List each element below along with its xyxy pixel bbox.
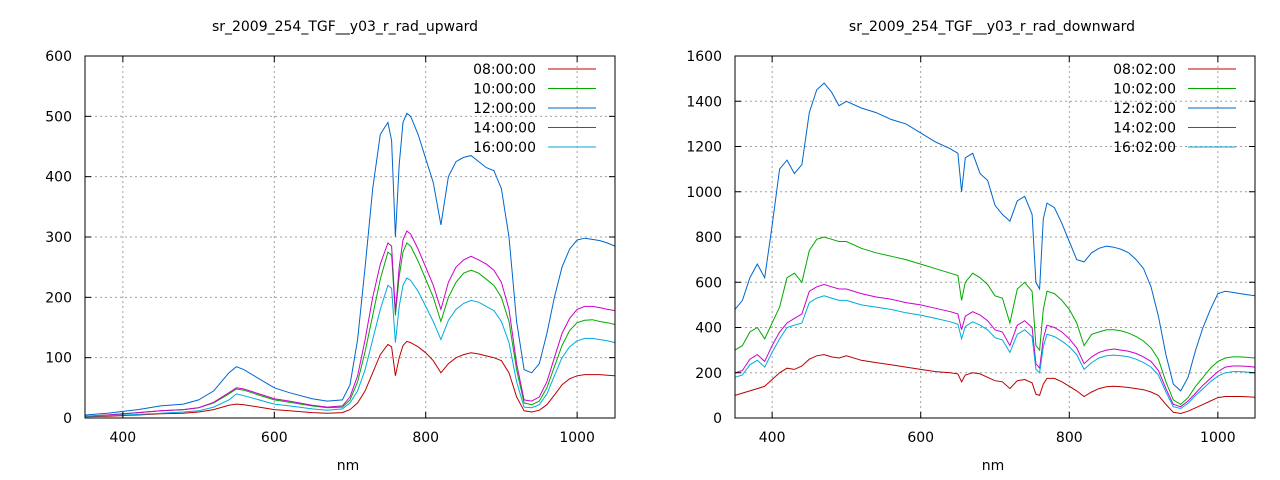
series-line-16:00:00 — [84, 277, 616, 417]
chart-panel-1: sr_2009_254_TGF__y03_r_rad_upward 400 600 8… — [45, 19, 616, 474]
legend-label: 10:02:00 — [1113, 82, 1176, 98]
legend-label: 08:00:00 — [473, 62, 536, 78]
x-tick-label: 400 — [109, 430, 136, 446]
legend: 08:00:00 10:00:00 12:00:00 14:00:00 16:00:00 — [473, 62, 596, 156]
y-tick-label: 0 — [63, 411, 72, 427]
series-line-12:00:00 — [84, 112, 616, 416]
y-tick-label: 200 — [45, 290, 72, 306]
y-tick-label: 1400 — [686, 94, 722, 110]
series-line-14:00:00 — [84, 230, 616, 417]
x-tick-label: 1000 — [559, 430, 595, 446]
series-line-10:00:00 — [84, 242, 616, 417]
y-tick-label: 600 — [695, 275, 722, 291]
y-tick-label: 800 — [695, 230, 722, 246]
y-tick-label: 1200 — [686, 140, 722, 156]
x-tick-label: 600 — [261, 430, 288, 446]
legend: 08:02:00 10:02:00 12:02:00 14:02:00 16:02:00 — [1113, 62, 1236, 156]
y-tick-label: 1600 — [686, 49, 722, 65]
series-line-08:00:00 — [84, 340, 616, 418]
y-tick-label: 300 — [45, 230, 72, 246]
legend-label: 10:00:00 — [473, 82, 536, 98]
legend-label: 14:00:00 — [473, 121, 536, 137]
y-tick-label: 500 — [45, 109, 72, 125]
x-tick-label: 600 — [907, 430, 934, 446]
x-axis-label: nm — [982, 458, 1005, 474]
y-tick-label: 600 — [45, 49, 72, 65]
x-tick-label: 800 — [1056, 430, 1083, 446]
series-line-10:02:00 — [734, 236, 1256, 406]
chart-panel-2: sr_2009_254_TGF__y03_r_rad_downward 400 60… — [686, 19, 1256, 474]
y-tick-label: 200 — [695, 366, 722, 382]
y-tick-label: 1000 — [686, 185, 722, 201]
y-tick-label: 100 — [45, 351, 72, 367]
y-tick-label: 0 — [713, 411, 722, 427]
y-tick-label: 400 — [695, 321, 722, 337]
x-tick-label: 800 — [412, 430, 439, 446]
chart-title: sr_2009_254_TGF__y03_r_rad_downward — [849, 19, 1135, 35]
x-tick-label: 400 — [759, 430, 786, 446]
legend-label: 12:02:00 — [1113, 101, 1176, 117]
x-tick-label: 1000 — [1200, 430, 1236, 446]
legend-label: 08:02:00 — [1113, 62, 1176, 78]
series-line-08:02:00 — [734, 354, 1256, 415]
x-axis-label: nm — [337, 458, 360, 474]
series-line-12:02:00 — [734, 82, 1256, 392]
chart-title: sr_2009_254_TGF__y03_r_rad_upward — [212, 19, 478, 35]
y-tick-label: 400 — [45, 170, 72, 186]
legend-label: 16:02:00 — [1113, 140, 1176, 156]
legend-label: 16:00:00 — [473, 140, 536, 156]
legend-label: 12:00:00 — [473, 101, 536, 117]
legend-label: 14:02:00 — [1113, 121, 1176, 137]
series-line-16:02:00 — [734, 295, 1256, 410]
series-line-14:02:00 — [734, 283, 1256, 408]
